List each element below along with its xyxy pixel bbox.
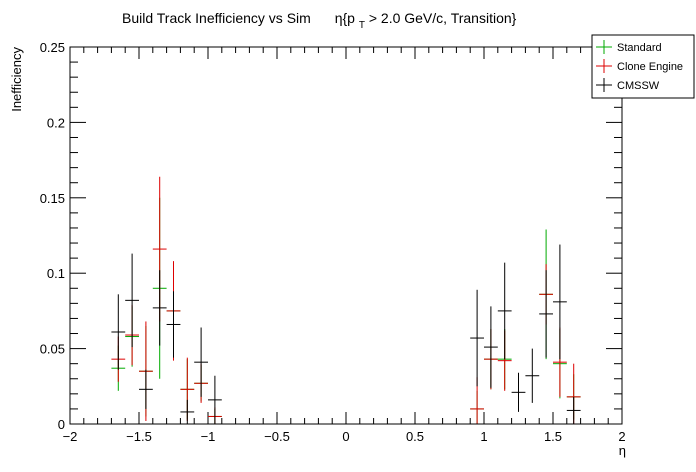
data-point <box>180 399 195 424</box>
y-tick-label: 0.05 <box>40 342 65 357</box>
x-tick-label: 0.5 <box>406 429 424 444</box>
y-tick-label: 0.1 <box>47 266 65 281</box>
data-point <box>111 294 126 370</box>
data-point <box>152 270 167 346</box>
data-point <box>139 369 153 409</box>
y-tick-label: 0.25 <box>40 40 65 55</box>
axis-ticks <box>69 46 623 425</box>
data-point <box>511 372 526 412</box>
x-tick-label: −2 <box>63 429 78 444</box>
plot-data <box>111 176 581 424</box>
chart-title-sub: T <box>359 20 365 31</box>
y-axis-label: Inefficiency <box>9 47 24 112</box>
chart-title-rest: > 2.0 GeV/c, Transition} <box>369 10 517 26</box>
legend-label: Clone Engine <box>617 61 683 73</box>
data-point <box>566 396 581 424</box>
chart-title: Build Track Inefficiency vs Sim η{p T > … <box>122 10 517 31</box>
data-point <box>497 262 512 360</box>
data-point <box>194 327 208 397</box>
legend-entry: Clone Engine <box>596 59 683 73</box>
y-tick-label: 0 <box>58 417 65 432</box>
legend: Standard Clone Engine CMSSW <box>591 34 695 99</box>
x-tick-label: 2 <box>618 429 625 444</box>
plot-frame <box>69 46 623 425</box>
x-tick-label: 1 <box>480 429 487 444</box>
legend-entry: CMSSW <box>596 78 660 92</box>
x-tick-label: −1 <box>201 429 216 444</box>
chart-title-main: Build Track Inefficiency vs Sim <box>122 10 311 26</box>
y-tick-label: 0.2 <box>47 115 65 130</box>
data-point <box>539 270 553 358</box>
data-point <box>125 253 139 348</box>
series-2 <box>111 244 581 424</box>
data-point <box>484 306 498 388</box>
legend-entry: Standard <box>596 40 662 54</box>
data-point <box>166 291 181 358</box>
data-point <box>208 375 222 424</box>
data-point <box>553 244 567 360</box>
legend-label: CMSSW <box>617 80 660 92</box>
x-axis-label: η <box>619 443 626 458</box>
x-tick-label: −0.5 <box>264 429 290 444</box>
x-tick-label: −1.5 <box>126 429 152 444</box>
chart-title-eta: η{p <box>335 10 355 26</box>
x-tick-label: 1.5 <box>544 429 562 444</box>
tick-labels: −2 −1.5 −1 −0.5 0 0.5 1 1.5 2 0 0.05 0.1 0.15 0.2 0.25 <box>40 40 626 444</box>
series-1 <box>111 176 581 424</box>
x-tick-label: 0 <box>342 429 349 444</box>
legend-entries: Standard Clone Engine CMSSW <box>596 40 683 92</box>
data-point <box>525 348 540 403</box>
legend-label: Standard <box>617 42 662 54</box>
y-tick-label: 0.15 <box>40 191 65 206</box>
data-point <box>470 289 484 387</box>
